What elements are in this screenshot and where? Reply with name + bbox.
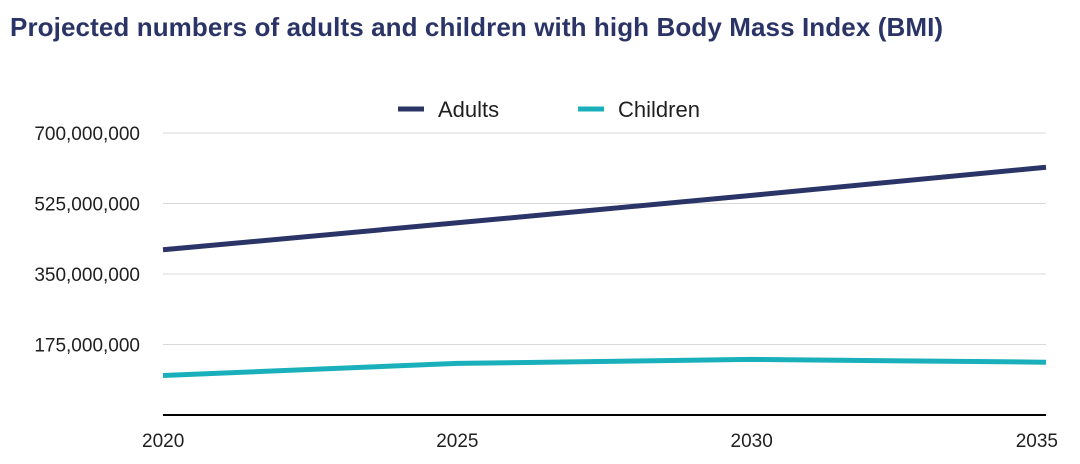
- series-line-children: [162, 356, 1047, 378]
- series-line-adults: [162, 164, 1047, 253]
- legend: Adults Children: [398, 97, 700, 122]
- y-tick-label: 175,000,000: [34, 336, 140, 357]
- legend-label-adults: Adults: [438, 97, 499, 122]
- y-tick-label: 700,000,000: [34, 124, 140, 145]
- chart-title: Projected numbers of adults and children…: [10, 12, 944, 42]
- legend-label-children: Children: [618, 97, 700, 122]
- x-tick-label: 2020: [142, 431, 184, 452]
- y-tick-labels: 175,000,000 350,000,000 525,000,000 700,000…: [34, 124, 140, 357]
- x-tick-labels: 2020 2025 2030 2035: [142, 431, 1058, 452]
- x-tick-label: 2035: [1016, 431, 1058, 452]
- gridlines: [163, 132, 1046, 345]
- series-lines: [162, 164, 1047, 378]
- y-tick-label: 525,000,000: [34, 195, 140, 216]
- x-tick-label: 2025: [436, 431, 478, 452]
- y-tick-label: 350,000,000: [34, 265, 140, 286]
- x-tick-label: 2030: [731, 431, 773, 452]
